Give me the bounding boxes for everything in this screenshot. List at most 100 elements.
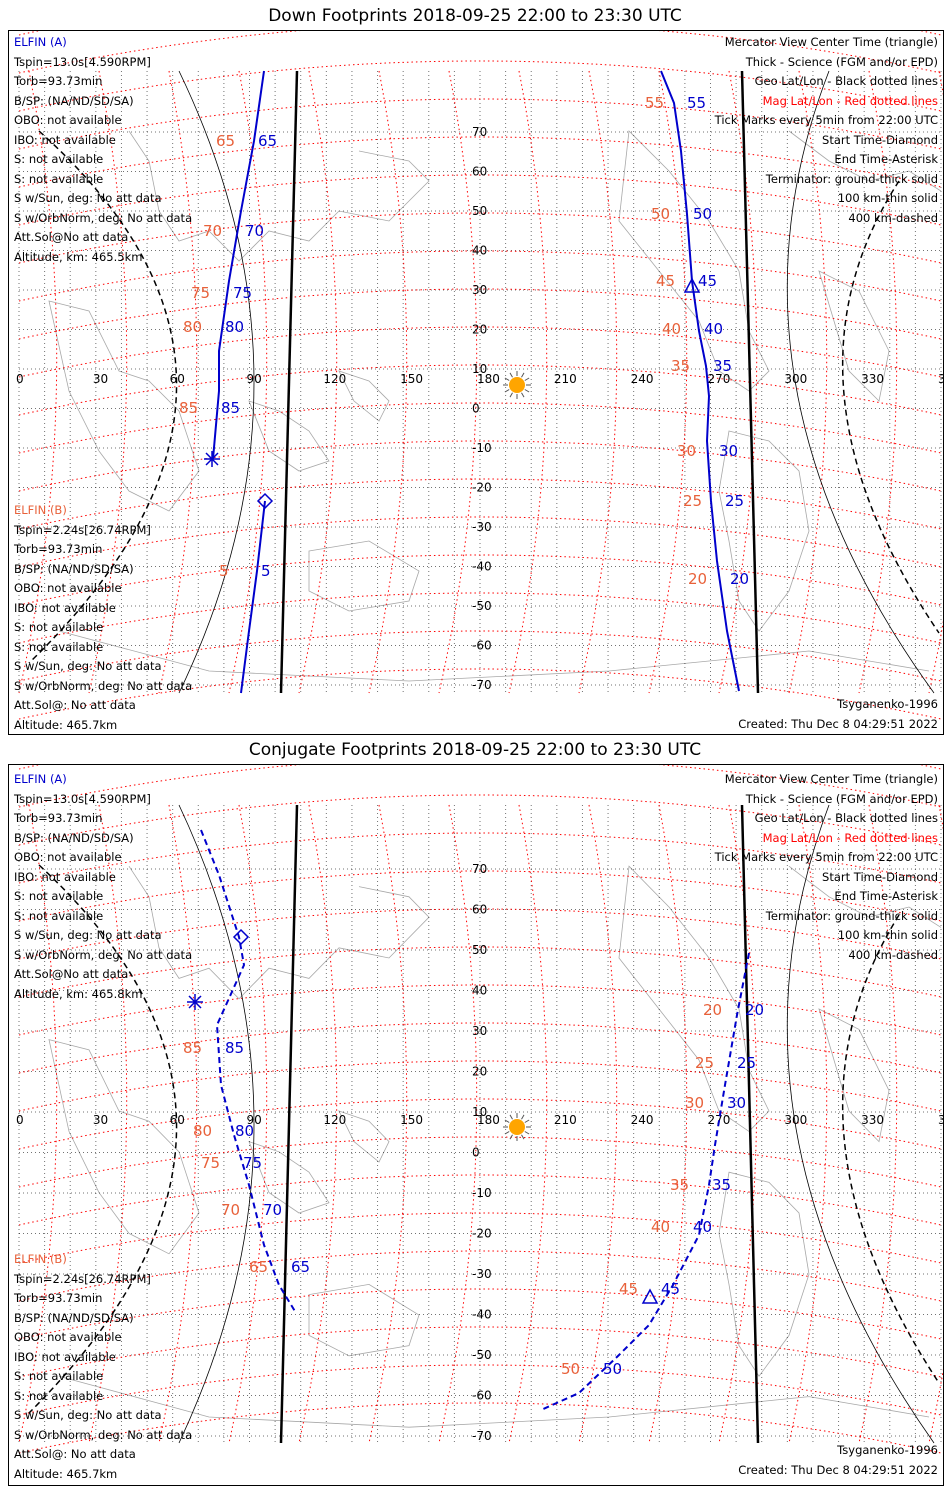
elfin-a-header: ELFIN (A) <box>14 35 67 49</box>
info-line: OBO: not available <box>14 850 122 864</box>
info-line: Torb=93.73min <box>14 1291 103 1305</box>
elfin-b-down-track-2 <box>240 500 266 694</box>
lon-tick-label: 300 <box>784 1113 807 1127</box>
legend-line: Tick Marks every 5min from 22:00 UTC <box>714 850 938 864</box>
mag-parallel <box>18 630 942 682</box>
lat-tick-label: -10 <box>472 441 492 455</box>
mag-parallel <box>18 592 942 644</box>
legend-line: Mercator View Center Time (triangle) <box>724 772 938 786</box>
lon-tick-label: 30 <box>93 372 108 386</box>
center-time-triangle-icon <box>683 277 701 293</box>
info-line: S w/Sun, deg: No att data <box>14 928 162 942</box>
info-line: Att.Sol@No att data <box>14 967 129 981</box>
panel-conjugate-footprints: 0306090120150180210240270300330360706050… <box>8 764 944 1486</box>
elfin-b-geo-label: 65 <box>291 1258 310 1276</box>
lon-tick-label: 90 <box>247 372 262 386</box>
elfin-a-geo-label: 20 <box>745 1001 764 1019</box>
mag-meridian <box>298 804 338 1444</box>
lat-tick-label: -70 <box>472 678 492 692</box>
info-line: S: not available <box>14 171 104 186</box>
panel-1-title: Down Footprints 2018-09-25 22:00 to 23:3… <box>268 6 682 26</box>
lon-tick-label: 270 <box>708 1113 731 1127</box>
legend-line: 100 km-thin solid <box>837 928 938 942</box>
legend-line: Mag Lat/Lon - Red dotted lines <box>762 830 938 845</box>
elfin-a-mag-label: 35 <box>671 357 690 375</box>
lat-tick-label: -40 <box>472 1308 492 1322</box>
elfin-a-geo-label: 40 <box>704 320 723 338</box>
terminator-400km <box>28 130 178 664</box>
lon-tick-label: 150 <box>400 372 423 386</box>
lat-tick-label: -20 <box>472 1227 492 1241</box>
info-line: S: not available <box>14 908 104 923</box>
legend-line: Geo Lat/Lon - Black dotted lines <box>754 74 938 88</box>
lon-tick-label: 150 <box>400 1113 423 1127</box>
lon-tick-label: 270 <box>708 372 731 386</box>
mag-meridian <box>88 804 128 1444</box>
elfin-b-mag-label: 80 <box>193 1122 212 1140</box>
lat-tick-label: 70 <box>472 125 487 139</box>
model-name: Tsyganenko-1996 <box>837 1443 938 1457</box>
terminator-ground <box>279 70 299 694</box>
elfin-a-geo-label: 55 <box>687 94 706 112</box>
mag-parallel <box>18 440 942 492</box>
terminator-400km <box>841 914 940 1384</box>
elfin-b-geo-label: 70 <box>245 222 264 240</box>
coastline <box>818 270 890 402</box>
elfin-a-geo-label: 50 <box>693 205 712 223</box>
info-line: IBO: not available <box>14 132 116 147</box>
mag-meridian <box>858 804 898 1444</box>
info-line: S: not available <box>14 1369 104 1383</box>
lat-tick-label: -70 <box>472 1429 492 1443</box>
elfin-b-geo-label: 75 <box>233 284 252 302</box>
mag-parallel <box>18 870 942 922</box>
elfin-b-mag-label: 85 <box>179 399 198 417</box>
mag-parallel <box>18 326 942 378</box>
elfin-a-mag-label: 35 <box>670 1176 689 1194</box>
legend-line: Geo Lat/Lon - Black dotted lines <box>754 811 938 825</box>
lat-tick-label: 50 <box>472 204 487 218</box>
mag-parallel <box>18 1022 942 1074</box>
info-elfin-b: ELFIN (B) Tspin=2.24s[26.74RPM] Torb=93.… <box>14 1250 192 1484</box>
elfin-b-geo-label: 80 <box>225 318 244 336</box>
mag-parallel <box>18 1288 942 1340</box>
legend-line: End Time-Asterisk <box>834 889 938 903</box>
elfin-a-geo-label: 45 <box>661 1280 680 1298</box>
lon-tick-label: 360 <box>938 1113 943 1127</box>
elfin-b-geo-label: 80 <box>235 1122 254 1140</box>
terminator-ground <box>279 804 299 1444</box>
elfin-a-down-track <box>660 70 740 692</box>
mag-meridian <box>648 70 688 694</box>
elfin-a-mag-label: 25 <box>695 1054 714 1072</box>
mag-parallel <box>18 1098 942 1150</box>
lon-tick-label: 240 <box>631 1113 654 1127</box>
elfin-b-down-track <box>212 70 265 460</box>
elfin-a-mag-label: 50 <box>561 1360 580 1378</box>
coastline <box>48 300 200 512</box>
panel-2-title: Conjugate Footprints 2018-09-25 22:00 to… <box>248 740 702 760</box>
elfin-b-mag-label: 70 <box>221 1201 240 1219</box>
legend-line: Terminator: ground-thick solid <box>765 171 938 186</box>
lat-tick-label: 60 <box>472 165 487 179</box>
elfin-a-mag-label: 30 <box>685 1094 704 1112</box>
info-line: S w/Sun, deg: No att data <box>14 659 162 673</box>
info-line: Torb=93.73min <box>14 811 103 825</box>
lat-tick-label: -60 <box>472 1389 492 1403</box>
sun-icon <box>503 1113 531 1141</box>
mag-meridian <box>18 804 58 1444</box>
map-conjugate: 0306090120150180210240270300330360706050… <box>16 765 943 1454</box>
legend-line: Tick Marks every 5min from 22:00 UTC <box>714 113 938 127</box>
info-line: Att.Sol@: No att data <box>14 1447 136 1461</box>
terminator-100km <box>786 804 935 1444</box>
info-elfin-b: ELFIN (B) Tspin=2.24s[26.74RPM] Torb=93.… <box>14 501 192 735</box>
elfin-a-geo-label: 35 <box>712 1176 731 1194</box>
info-line: B/SP: (NA/ND/SD/SA) <box>14 830 134 845</box>
elfin-b-mag-label: 5 <box>219 562 229 580</box>
info-line: Altitude: 465.7km <box>14 1466 118 1481</box>
info-line: B/SP: (NA/ND/SD/SA) <box>14 1310 134 1325</box>
elfin-a-mag-label: 30 <box>677 442 696 460</box>
info-line: S w/OrbNorm, deg: No att data <box>14 678 193 693</box>
lon-tick-label: 120 <box>323 1113 346 1127</box>
mag-meridian <box>578 804 618 1444</box>
mag-parallel <box>18 31 942 74</box>
elfin-a-header: ELFIN (A) <box>14 772 67 786</box>
